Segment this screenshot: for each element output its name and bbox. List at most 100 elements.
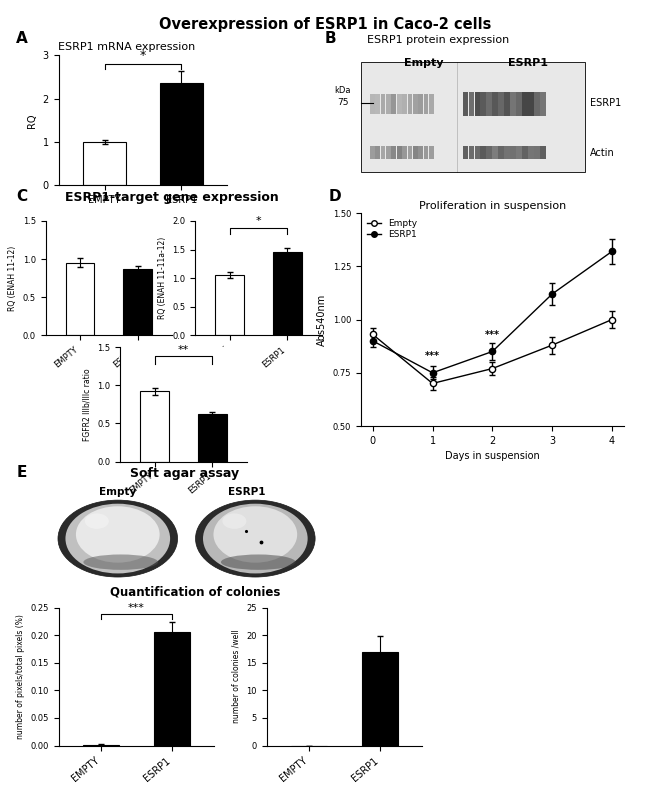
- Bar: [154, 633, 190, 746]
- FancyBboxPatch shape: [402, 147, 407, 159]
- Text: *: *: [255, 216, 261, 226]
- FancyBboxPatch shape: [402, 95, 407, 114]
- Text: ESRP1 protein expression: ESRP1 protein expression: [367, 36, 510, 46]
- Ellipse shape: [203, 503, 307, 574]
- Text: Quantification of colonies: Quantification of colonies: [110, 585, 280, 599]
- FancyBboxPatch shape: [370, 147, 374, 159]
- Bar: [66, 263, 94, 335]
- FancyBboxPatch shape: [523, 147, 528, 159]
- FancyBboxPatch shape: [504, 147, 510, 159]
- FancyBboxPatch shape: [381, 95, 385, 114]
- FancyBboxPatch shape: [493, 92, 498, 117]
- FancyBboxPatch shape: [408, 147, 412, 159]
- FancyBboxPatch shape: [499, 147, 504, 159]
- Bar: [161, 84, 203, 185]
- FancyBboxPatch shape: [391, 147, 396, 159]
- FancyBboxPatch shape: [469, 147, 474, 159]
- FancyBboxPatch shape: [480, 92, 486, 117]
- Ellipse shape: [85, 514, 109, 529]
- Text: Soft agar assay: Soft agar assay: [130, 467, 239, 481]
- FancyBboxPatch shape: [523, 92, 528, 117]
- Y-axis label: Abs540nm: Abs540nm: [317, 294, 327, 346]
- FancyBboxPatch shape: [429, 95, 434, 114]
- FancyBboxPatch shape: [516, 92, 522, 117]
- Legend: Empty, ESRP1: Empty, ESRP1: [365, 218, 419, 241]
- FancyBboxPatch shape: [375, 95, 380, 114]
- Text: Empty: Empty: [99, 488, 136, 498]
- FancyBboxPatch shape: [413, 147, 418, 159]
- Bar: [215, 275, 244, 335]
- Bar: [140, 391, 169, 462]
- FancyBboxPatch shape: [396, 95, 402, 114]
- FancyBboxPatch shape: [419, 95, 423, 114]
- X-axis label: Days in suspension: Days in suspension: [445, 451, 540, 462]
- FancyBboxPatch shape: [486, 147, 492, 159]
- Title: Proliferation in suspension: Proliferation in suspension: [419, 201, 566, 211]
- Text: C: C: [16, 189, 27, 204]
- FancyBboxPatch shape: [510, 147, 516, 159]
- Ellipse shape: [213, 507, 297, 563]
- FancyBboxPatch shape: [396, 147, 402, 159]
- FancyBboxPatch shape: [429, 147, 434, 159]
- Bar: [124, 269, 152, 335]
- FancyBboxPatch shape: [516, 147, 522, 159]
- Bar: [273, 252, 302, 335]
- Y-axis label: RQ: RQ: [27, 113, 37, 128]
- Ellipse shape: [222, 514, 246, 529]
- FancyBboxPatch shape: [386, 95, 391, 114]
- FancyBboxPatch shape: [499, 92, 504, 117]
- FancyBboxPatch shape: [480, 147, 486, 159]
- Text: ESRP1: ESRP1: [227, 488, 265, 498]
- Text: ESRP1-target gene expression: ESRP1-target gene expression: [65, 191, 279, 204]
- Text: D: D: [328, 189, 341, 204]
- FancyBboxPatch shape: [504, 92, 510, 117]
- Text: kDa: kDa: [335, 86, 351, 95]
- Text: E: E: [16, 466, 27, 481]
- FancyBboxPatch shape: [419, 147, 423, 159]
- Text: 75: 75: [337, 98, 348, 107]
- FancyBboxPatch shape: [424, 147, 428, 159]
- Text: **: **: [178, 345, 189, 355]
- FancyBboxPatch shape: [361, 62, 585, 173]
- Ellipse shape: [221, 555, 296, 570]
- Y-axis label: FGFR2 IIIb/IIIc ratio: FGFR2 IIIb/IIIc ratio: [83, 368, 92, 441]
- Y-axis label: number of colonies /well: number of colonies /well: [231, 630, 240, 724]
- FancyBboxPatch shape: [474, 147, 480, 159]
- FancyBboxPatch shape: [463, 92, 468, 117]
- FancyBboxPatch shape: [391, 95, 396, 114]
- Text: ***: ***: [485, 330, 500, 339]
- Ellipse shape: [66, 503, 170, 574]
- FancyBboxPatch shape: [540, 147, 546, 159]
- FancyBboxPatch shape: [408, 95, 412, 114]
- Text: ESRP1: ESRP1: [508, 58, 549, 68]
- Bar: [83, 745, 119, 746]
- FancyBboxPatch shape: [534, 92, 540, 117]
- Ellipse shape: [196, 500, 315, 577]
- FancyBboxPatch shape: [486, 92, 492, 117]
- FancyBboxPatch shape: [386, 147, 391, 159]
- FancyBboxPatch shape: [474, 92, 480, 117]
- Text: Empty: Empty: [404, 58, 443, 68]
- FancyBboxPatch shape: [381, 147, 385, 159]
- FancyBboxPatch shape: [528, 147, 534, 159]
- Text: Overexpression of ESRP1 in Caco-2 cells: Overexpression of ESRP1 in Caco-2 cells: [159, 17, 491, 32]
- FancyBboxPatch shape: [469, 92, 474, 117]
- Text: Actin: Actin: [590, 148, 614, 158]
- Text: B: B: [325, 32, 337, 47]
- FancyBboxPatch shape: [534, 147, 540, 159]
- FancyBboxPatch shape: [540, 92, 546, 117]
- FancyBboxPatch shape: [463, 147, 468, 159]
- Text: ***: ***: [425, 351, 440, 361]
- Bar: [362, 652, 398, 746]
- FancyBboxPatch shape: [528, 92, 534, 117]
- FancyBboxPatch shape: [375, 147, 380, 159]
- FancyBboxPatch shape: [370, 95, 374, 114]
- Bar: [198, 414, 227, 462]
- Text: *: *: [140, 49, 146, 62]
- Ellipse shape: [83, 555, 158, 570]
- Y-axis label: number of pixels/total pixels (%): number of pixels/total pixels (%): [16, 614, 25, 739]
- Text: ***: ***: [128, 603, 145, 613]
- Ellipse shape: [58, 500, 177, 577]
- FancyBboxPatch shape: [424, 95, 428, 114]
- FancyBboxPatch shape: [413, 95, 418, 114]
